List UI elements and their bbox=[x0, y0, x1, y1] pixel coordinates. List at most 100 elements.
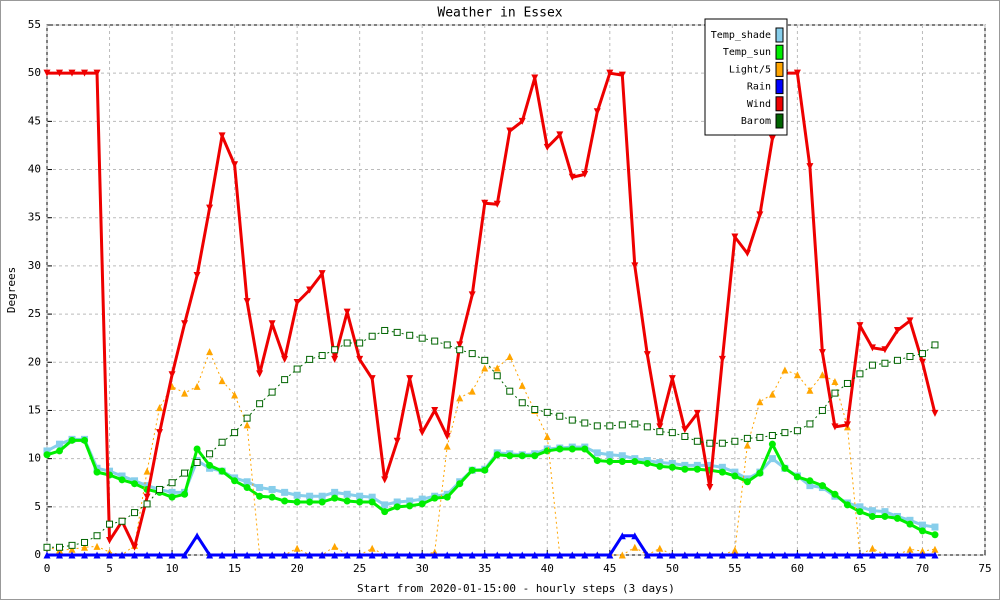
point bbox=[643, 423, 651, 431]
point bbox=[481, 466, 489, 474]
x-tick-label: 50 bbox=[666, 562, 679, 575]
point bbox=[456, 480, 464, 488]
y-tick-label: 30 bbox=[28, 259, 41, 272]
point bbox=[356, 339, 364, 347]
point bbox=[706, 439, 714, 447]
point bbox=[818, 371, 826, 379]
point bbox=[906, 317, 914, 325]
point bbox=[43, 69, 51, 77]
point bbox=[481, 551, 489, 559]
point bbox=[543, 551, 551, 559]
point bbox=[631, 262, 639, 270]
point bbox=[43, 447, 51, 455]
point bbox=[856, 370, 864, 378]
point bbox=[68, 436, 76, 444]
point bbox=[181, 389, 189, 397]
point bbox=[631, 420, 639, 428]
point bbox=[268, 493, 276, 501]
point bbox=[131, 551, 139, 559]
y-tick-label: 55 bbox=[28, 18, 41, 31]
point bbox=[456, 394, 464, 402]
point bbox=[918, 521, 926, 529]
point bbox=[593, 457, 601, 465]
point bbox=[181, 469, 189, 477]
point bbox=[668, 375, 676, 383]
point bbox=[118, 551, 126, 559]
point bbox=[806, 420, 814, 428]
y-tick-label: 25 bbox=[28, 307, 41, 320]
point bbox=[356, 551, 364, 559]
point bbox=[643, 551, 651, 559]
point bbox=[781, 464, 789, 472]
point bbox=[906, 520, 914, 528]
legend-label: Wind bbox=[747, 99, 771, 110]
x-tick-label: 40 bbox=[541, 562, 554, 575]
point bbox=[468, 466, 476, 474]
point bbox=[868, 361, 876, 369]
point bbox=[893, 326, 901, 334]
point bbox=[56, 69, 64, 77]
point bbox=[518, 117, 526, 125]
point bbox=[781, 366, 789, 374]
point bbox=[843, 551, 851, 559]
point bbox=[206, 348, 214, 356]
point bbox=[368, 375, 376, 383]
point bbox=[106, 551, 114, 559]
point bbox=[531, 74, 539, 82]
point bbox=[81, 436, 89, 444]
point bbox=[781, 429, 789, 437]
point bbox=[793, 473, 801, 481]
point bbox=[806, 551, 814, 559]
point bbox=[893, 356, 901, 364]
legend-swatch bbox=[775, 61, 784, 77]
point bbox=[881, 512, 889, 520]
point bbox=[756, 211, 764, 219]
point bbox=[806, 482, 814, 490]
point bbox=[131, 509, 139, 517]
point bbox=[618, 532, 626, 540]
point bbox=[718, 355, 726, 363]
point bbox=[93, 542, 101, 550]
point bbox=[118, 472, 126, 480]
point bbox=[306, 355, 314, 363]
point bbox=[143, 551, 151, 559]
chart-title: Weather in Essex bbox=[437, 6, 562, 21]
point bbox=[381, 326, 389, 334]
point bbox=[193, 458, 201, 466]
point bbox=[656, 423, 664, 431]
point bbox=[693, 461, 701, 469]
point bbox=[906, 352, 914, 360]
point bbox=[743, 434, 751, 442]
point bbox=[593, 551, 601, 559]
x-tick-label: 0 bbox=[44, 562, 51, 575]
point bbox=[193, 272, 201, 280]
point bbox=[918, 547, 926, 555]
point bbox=[931, 341, 939, 349]
point bbox=[268, 388, 276, 396]
point bbox=[206, 450, 214, 458]
point bbox=[656, 551, 664, 559]
point bbox=[506, 452, 514, 460]
point bbox=[168, 479, 176, 487]
y-tick-label: 20 bbox=[28, 355, 41, 368]
point bbox=[231, 429, 239, 437]
point bbox=[443, 432, 451, 440]
point bbox=[406, 331, 414, 339]
point bbox=[218, 438, 226, 446]
point bbox=[881, 346, 889, 354]
y-tick-label: 45 bbox=[28, 114, 41, 127]
point bbox=[543, 408, 551, 416]
point bbox=[181, 551, 189, 559]
plot-area bbox=[46, 24, 986, 556]
point bbox=[743, 249, 751, 257]
point bbox=[918, 527, 926, 535]
y-tick-label: 10 bbox=[28, 452, 41, 465]
x-tick-label: 55 bbox=[728, 562, 741, 575]
point bbox=[306, 286, 314, 294]
y-tick-label: 35 bbox=[28, 211, 41, 224]
point bbox=[906, 551, 914, 559]
point bbox=[893, 514, 901, 522]
point bbox=[443, 493, 451, 501]
point bbox=[81, 551, 89, 559]
point bbox=[756, 433, 764, 441]
